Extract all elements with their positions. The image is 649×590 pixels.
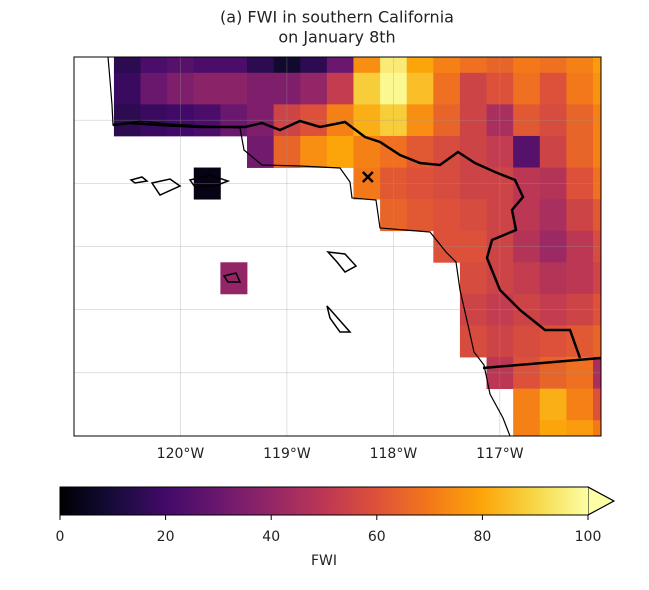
chart-subtitle: on January 8th	[278, 28, 395, 47]
grid-cell	[513, 72, 541, 105]
grid-cell	[566, 135, 594, 168]
grid-cell	[539, 135, 567, 168]
grid-cell	[539, 388, 567, 421]
colorbar-tick-label: 20	[157, 529, 175, 545]
grid-cell	[300, 57, 328, 74]
x-tick-label: 118°W	[370, 446, 418, 462]
coastline	[107, 57, 511, 436]
colorbar-tick-label: 40	[262, 529, 280, 545]
grid-cell	[220, 262, 248, 295]
colorbar-label: FWI	[311, 553, 337, 569]
grid-cell	[566, 72, 594, 105]
grid-cell	[539, 262, 567, 295]
grid-cell	[300, 135, 328, 168]
grid-cell	[459, 262, 487, 295]
grid-cell	[459, 199, 487, 232]
grid-cell	[433, 57, 461, 74]
colorbar-tick-label: 100	[575, 529, 602, 545]
location-marker	[361, 171, 374, 183]
grid-cell	[406, 72, 434, 105]
grid-cell	[220, 72, 248, 105]
grid-cell	[566, 262, 594, 295]
grid-cell	[513, 57, 541, 74]
grid-cell	[593, 262, 601, 295]
island	[129, 174, 358, 333]
colorbar-tick-label: 80	[473, 529, 491, 545]
grid-cell	[593, 57, 601, 74]
plot-frame	[73, 56, 602, 437]
grid-cell	[513, 420, 541, 436]
grid-cell	[459, 57, 487, 74]
grid-cell	[193, 72, 221, 105]
boundary	[112, 119, 601, 370]
grid-cell	[140, 72, 168, 105]
grid-cell	[326, 135, 354, 168]
grid-cell	[433, 199, 461, 232]
grid-cell	[113, 72, 141, 105]
x-tick-label: 117°W	[476, 446, 524, 462]
colorbar	[60, 487, 588, 515]
grid-cell	[566, 199, 594, 232]
grid-cell	[593, 135, 601, 168]
grid	[74, 57, 601, 436]
grid-cell	[433, 72, 461, 105]
grid-cell	[539, 57, 567, 74]
grid-cell	[593, 199, 601, 232]
grid-cell	[247, 72, 275, 105]
grid-cell	[539, 72, 567, 105]
x-tick-label: 119°W	[263, 446, 311, 462]
colorbar-tick-label: 60	[368, 529, 386, 545]
grid-cell	[140, 57, 168, 74]
grid-cell	[459, 325, 487, 358]
colorbar-frame	[59, 486, 616, 516]
grid-cell	[513, 325, 541, 358]
colorbar-extend	[587, 486, 616, 516]
colorbar-tick-label: 0	[56, 529, 65, 545]
grid-cell	[247, 135, 275, 168]
grid-cell	[539, 420, 567, 436]
grid-cell	[513, 135, 541, 168]
grid-cell	[406, 57, 434, 74]
grid-cell	[593, 72, 601, 105]
grid-cell	[326, 57, 354, 74]
grid-cell	[247, 57, 275, 74]
grid-cell	[593, 388, 601, 421]
grid-cell	[300, 72, 328, 105]
grid-cell	[113, 57, 141, 74]
grid-cell	[433, 135, 461, 168]
grid-cell	[566, 388, 594, 421]
x-tick-label: 120°W	[157, 446, 205, 462]
grid-cell	[353, 72, 381, 105]
grid-cell	[566, 420, 594, 436]
grid-cell	[513, 262, 541, 295]
grid-cell	[566, 57, 594, 74]
grid-cell	[593, 420, 601, 436]
grid-cell	[193, 57, 221, 74]
grid-cell	[513, 388, 541, 421]
grid-cell	[406, 199, 434, 232]
chart-title: (a) FWI in southern California	[220, 8, 454, 27]
grid-cell	[353, 57, 381, 74]
grid-cell	[459, 72, 487, 105]
grid-cell	[539, 199, 567, 232]
grid-cell	[326, 72, 354, 105]
grid-cell	[593, 325, 601, 358]
coastlines	[107, 57, 601, 436]
grid-cell	[220, 57, 248, 74]
